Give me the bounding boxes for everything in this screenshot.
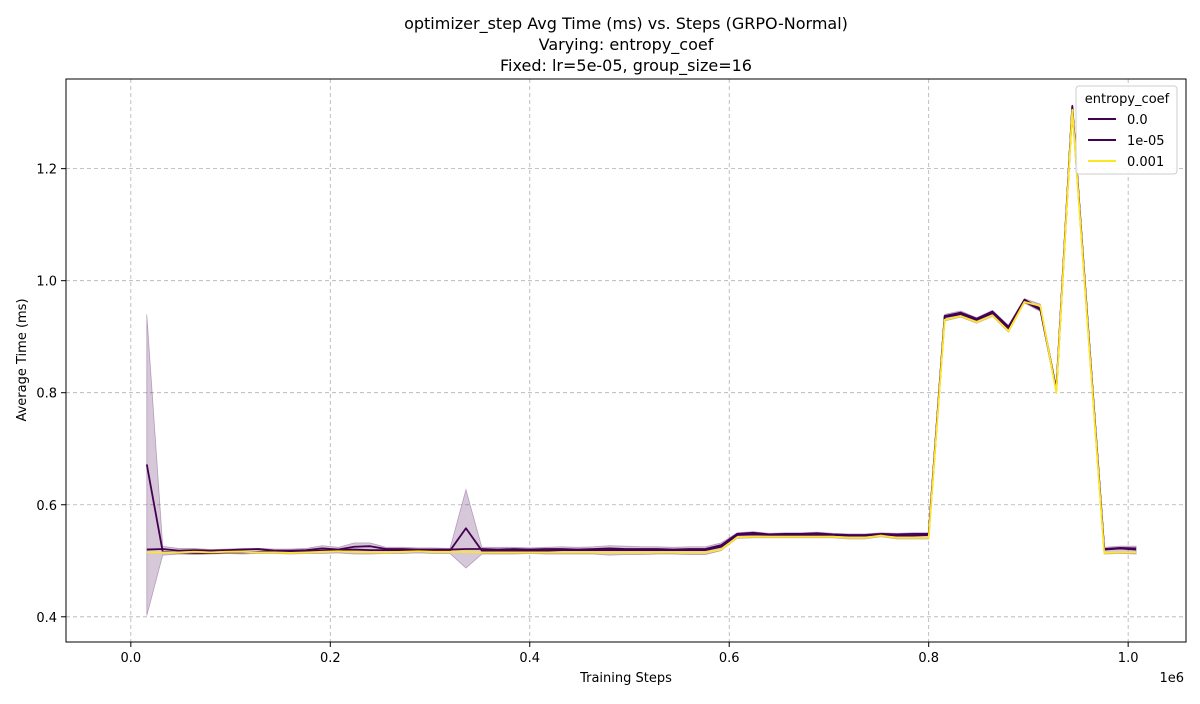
chart-title-line-1: optimizer_step Avg Time (ms) vs. Steps (… [404,14,848,34]
y-axis-ticks: 0.4 0.6 0.8 1.0 1.2 [36,163,66,626]
x-tick-label: 0.2 [320,651,341,666]
series-line-1 [146,104,1137,552]
chart-title: optimizer_step Avg Time (ms) vs. Steps (… [404,14,848,76]
series-line-2 [146,108,1137,554]
y-tick-label: 1.0 [36,275,57,290]
legend-box [1075,85,1178,175]
plot-frame [65,78,1187,643]
series-layer [145,104,1137,554]
series-line-0 [145,106,1137,554]
y-tick-label: 0.8 [36,387,57,402]
chart-title-line-3: Fixed: lr=5e-05, group_size=16 [500,56,752,76]
legend-title: entropy_coef [1085,92,1170,107]
y-axis-label: Average Time (ms) [15,298,30,421]
confidence-band-layer [146,104,1137,616]
confidence-band [146,104,1137,616]
y-tick-label: 1.2 [36,163,57,178]
x-tick-label: 0.6 [719,651,740,666]
x-tick-label: 0.0 [120,651,141,666]
x-axis-ticks: 0.0 0.2 0.4 0.6 0.8 1.0 [120,642,1138,666]
y-tick-label: 0.6 [36,499,57,514]
legend: entropy_coef 0.0 1e-05 0.001 [1075,85,1178,175]
x-tick-label: 0.8 [918,651,939,666]
x-tick-label: 1.0 [1118,651,1139,666]
legend-label-0: 0.0 [1127,113,1148,128]
x-tick-label: 0.4 [519,651,540,666]
legend-label-2: 0.001 [1127,155,1164,170]
x-axis-label: Training Steps [579,671,672,686]
y-tick-label: 0.4 [36,611,57,626]
legend-label-1: 1e-05 [1127,134,1165,149]
x-axis-offset-label: 1e6 [1159,671,1184,686]
chart-title-line-2: Varying: entropy_coef [539,35,714,55]
